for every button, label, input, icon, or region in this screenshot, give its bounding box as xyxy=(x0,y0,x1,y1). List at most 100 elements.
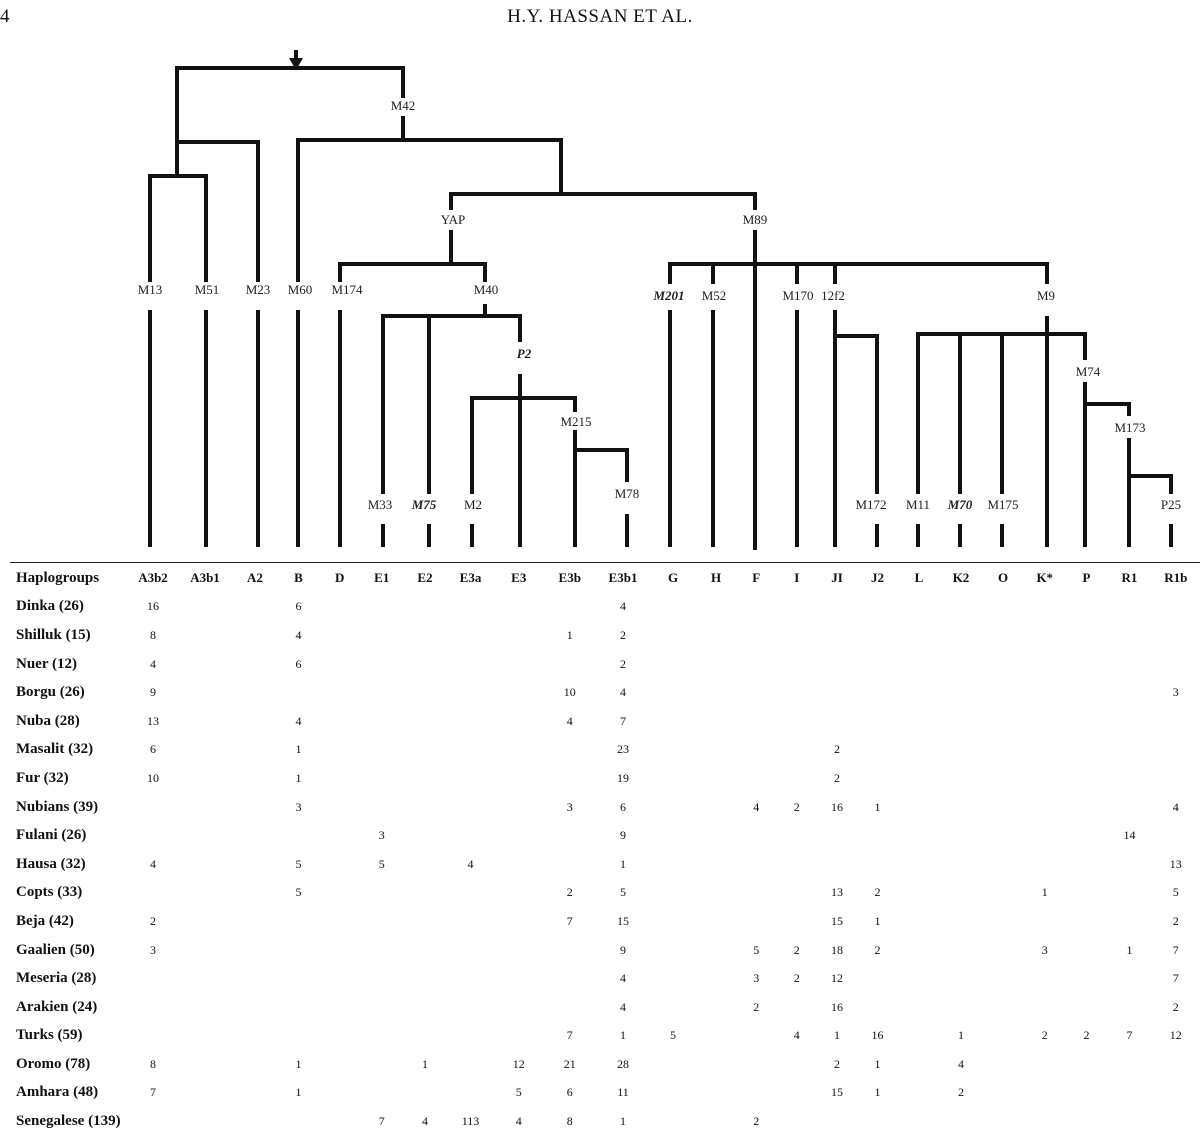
table-cell xyxy=(982,736,1024,765)
node-label-M11: M11 xyxy=(906,497,930,512)
table-cell xyxy=(278,993,319,1022)
column-header: A3b1 xyxy=(178,564,232,593)
column-header: H xyxy=(696,564,736,593)
table-cell xyxy=(361,621,404,650)
table-cell: 1 xyxy=(278,1079,319,1108)
table-cell xyxy=(857,764,898,793)
table-cell xyxy=(857,678,898,707)
table-cell xyxy=(403,850,447,879)
table-cell xyxy=(232,736,278,765)
table-cell xyxy=(1108,850,1152,879)
table-cell xyxy=(278,1107,319,1136)
table-cell xyxy=(403,1079,447,1108)
table-cell xyxy=(1066,707,1108,736)
table-cell xyxy=(278,936,319,965)
table-cell xyxy=(898,879,940,908)
column-header: E3b1 xyxy=(596,564,650,593)
table-cell xyxy=(403,936,447,965)
table-cell xyxy=(1152,736,1200,765)
population-label: Nuer (12) xyxy=(0,650,128,679)
table-cell xyxy=(650,1107,696,1136)
population-label: Gaalien (50) xyxy=(0,936,128,965)
table-cell: 5 xyxy=(494,1079,544,1108)
table-cell xyxy=(1024,621,1066,650)
table-cell xyxy=(178,1022,232,1051)
header-haplogroups: Haplogroups xyxy=(0,564,128,593)
table-cell xyxy=(494,621,544,650)
table-cell xyxy=(940,964,982,993)
table-cell xyxy=(403,678,447,707)
table-cell xyxy=(696,678,736,707)
population-label: Nubians (39) xyxy=(0,793,128,822)
node-label-M33: M33 xyxy=(368,497,393,512)
table-cell xyxy=(544,964,597,993)
table-cell xyxy=(736,707,777,736)
table-cell: 2 xyxy=(736,1107,777,1136)
table-cell xyxy=(361,879,404,908)
table-cell xyxy=(1024,707,1066,736)
table-cell xyxy=(128,1022,178,1051)
table-cell xyxy=(940,1107,982,1136)
table-cell xyxy=(447,764,494,793)
table-cell xyxy=(777,850,818,879)
table-cell xyxy=(736,650,777,679)
table-cell xyxy=(319,936,361,965)
table-cell xyxy=(736,678,777,707)
table-cell: 2 xyxy=(857,936,898,965)
table-cell xyxy=(544,821,597,850)
table-cell xyxy=(278,907,319,936)
table-cell xyxy=(817,1107,857,1136)
table-cell xyxy=(982,793,1024,822)
column-header: I xyxy=(777,564,818,593)
table-cell xyxy=(817,707,857,736)
table-cell xyxy=(696,707,736,736)
table-cell: 2 xyxy=(544,879,597,908)
table-cell xyxy=(857,736,898,765)
table-cell xyxy=(1024,993,1066,1022)
table-cell: 15 xyxy=(596,907,650,936)
table-cell xyxy=(1152,593,1200,622)
table-cell xyxy=(650,879,696,908)
table-cell xyxy=(232,678,278,707)
population-label: Masalit (32) xyxy=(0,736,128,765)
table-cell: 16 xyxy=(817,993,857,1022)
population-label: Arakien (24) xyxy=(0,993,128,1022)
table-cell xyxy=(1066,793,1108,822)
table-cell xyxy=(361,793,404,822)
table-cell xyxy=(1024,1050,1066,1079)
table-cell xyxy=(777,650,818,679)
table-cell xyxy=(447,879,494,908)
table-cell xyxy=(1108,736,1152,765)
population-label: Beja (42) xyxy=(0,907,128,936)
table-cell xyxy=(319,650,361,679)
table-cell xyxy=(128,793,178,822)
table-cell: 7 xyxy=(361,1107,404,1136)
table-cell xyxy=(898,793,940,822)
table-cell xyxy=(319,793,361,822)
column-header: JI xyxy=(817,564,857,593)
node-label-M52: M52 xyxy=(702,288,727,303)
table-cell: 4 xyxy=(1152,793,1200,822)
node-label-M173: M173 xyxy=(1114,420,1145,435)
table-cell: 6 xyxy=(278,650,319,679)
table-cell xyxy=(447,650,494,679)
table-cell xyxy=(982,907,1024,936)
table-cell xyxy=(1024,850,1066,879)
table-cell xyxy=(403,793,447,822)
table-cell xyxy=(494,593,544,622)
table-cell xyxy=(736,821,777,850)
table-cell: 2 xyxy=(1024,1022,1066,1051)
table-cell xyxy=(361,1050,404,1079)
table-cell xyxy=(696,764,736,793)
population-label: Oromo (78) xyxy=(0,1050,128,1079)
table-cell xyxy=(319,1050,361,1079)
node-label-P2: P2 xyxy=(517,346,532,361)
table-cell xyxy=(777,1107,818,1136)
table-cell xyxy=(361,650,404,679)
phylogenetic-tree: M42 YAP M89 M13 M51 M23 M60 M174 M40 M20… xyxy=(0,0,1200,562)
population-label: Nuba (28) xyxy=(0,707,128,736)
